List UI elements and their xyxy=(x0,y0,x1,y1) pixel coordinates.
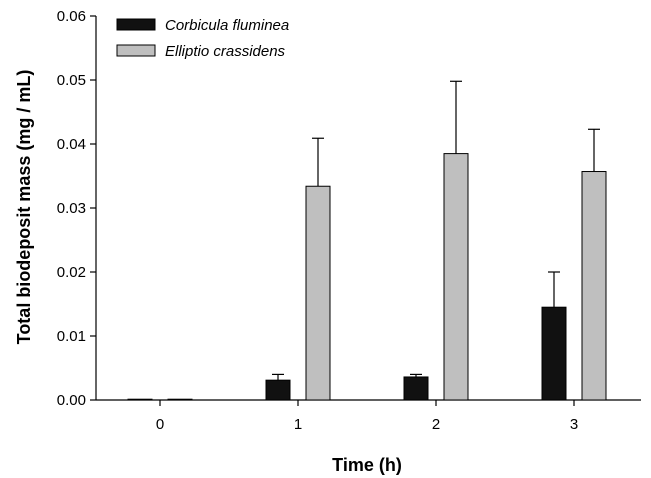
bar xyxy=(541,306,567,401)
legend-label: Corbicula fluminea xyxy=(165,17,289,34)
x-tick-label: 1 xyxy=(294,416,302,433)
y-tick-label: 0.01 xyxy=(57,328,86,345)
bars xyxy=(127,80,607,401)
x-tick-label: 3 xyxy=(570,416,578,433)
y-axis-title: Total biodeposit mass (mg / mL) xyxy=(14,70,34,345)
legend-swatch xyxy=(116,18,156,31)
y-tick-label: 0.04 xyxy=(57,136,86,153)
bar xyxy=(127,398,153,401)
y-tick-label: 0.03 xyxy=(57,200,86,217)
legend-swatch xyxy=(116,44,156,57)
x-tick-label: 0 xyxy=(156,416,164,433)
bar xyxy=(403,376,429,401)
legend: Corbicula fluminea Elliptio crassidens xyxy=(116,17,289,60)
axes: 0.00 0.01 0.02 0.03 0.04 0.05 0.06 0 1 2 3 xyxy=(57,8,641,433)
x-tick-label: 2 xyxy=(432,416,440,433)
legend-label: Elliptio crassidens xyxy=(165,43,286,60)
y-tick-label: 0.00 xyxy=(57,392,86,409)
bar xyxy=(167,398,193,401)
x-axis-title: Time (h) xyxy=(332,455,402,475)
bar xyxy=(305,185,331,401)
bar xyxy=(581,171,607,401)
bar xyxy=(265,379,291,401)
y-tick-label: 0.05 xyxy=(57,72,86,89)
y-tick-label: 0.02 xyxy=(57,264,86,281)
bar xyxy=(443,153,469,401)
y-tick-label: 0.06 xyxy=(57,8,86,25)
